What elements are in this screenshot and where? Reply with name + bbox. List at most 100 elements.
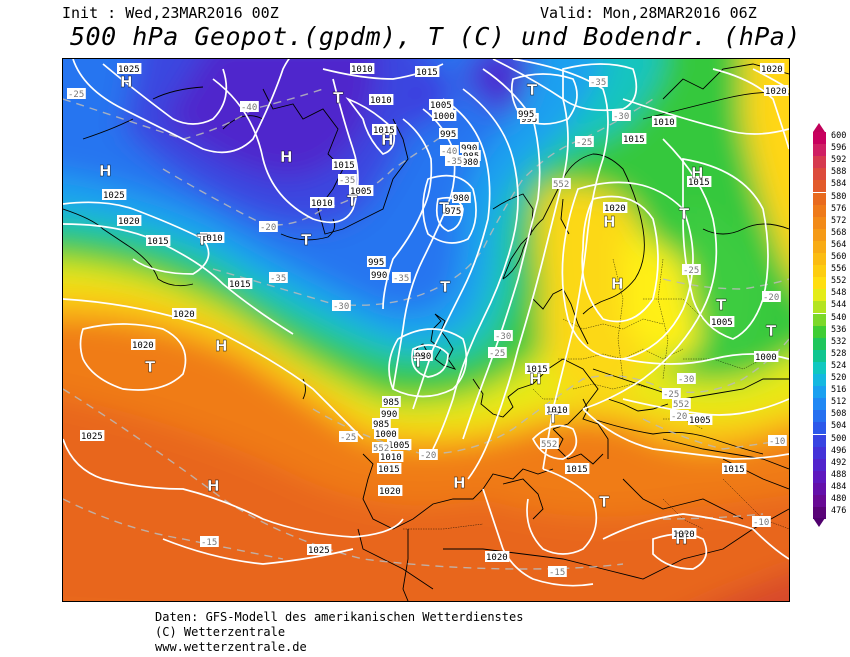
svg-text:1020: 1020 [132,341,154,351]
legend-level: 536 [805,325,850,338]
legend-swatch [813,349,826,362]
isobar-label: 1020 [764,85,789,97]
isobar-label: 1000 [374,428,399,440]
svg-text:1015: 1015 [526,365,548,375]
isobar-label: 1010 [379,451,404,463]
svg-text:-15: -15 [549,568,565,578]
svg-text:-30: -30 [495,332,511,342]
isobar-label: 985 [372,418,391,430]
legend-level: 580 [805,191,850,205]
legend-label: 588 [831,167,847,178]
isobar-label: 990 [460,142,479,154]
svg-text:-25: -25 [489,349,505,359]
isobar-label: 995 [439,128,458,140]
svg-text:1025: 1025 [103,191,125,201]
svg-text:-25: -25 [340,433,356,443]
legend-level: 596 [805,143,850,157]
legend-label: 476 [831,506,847,517]
isobar-label: 1010 [200,232,225,244]
svg-text:995: 995 [368,258,384,268]
legend-label: 572 [831,215,847,226]
svg-text:980: 980 [462,158,478,168]
legend-level: 504 [805,421,850,435]
isotherm-label: -30 [332,300,351,312]
isotherm-label: 552 [672,398,691,410]
isotherm-label: -35 [589,76,608,88]
high-pressure-center: H [603,213,616,231]
high-pressure-center: H [381,131,394,149]
svg-text:990: 990 [371,271,387,281]
svg-text:1020: 1020 [765,87,787,97]
svg-text:1025: 1025 [81,432,103,442]
isotherm-label: -20 [762,291,781,303]
svg-text:-35: -35 [270,274,286,284]
high-pressure-center: H [453,474,466,492]
isotherm-label: -25 [339,431,358,443]
low-pressure-center: T [679,205,690,223]
svg-text:-20: -20 [260,223,276,233]
svg-text:985: 985 [383,398,399,408]
svg-text:1015: 1015 [373,126,395,136]
legend-swatch [813,482,826,495]
legend-swatch [813,289,826,302]
legend-label: 484 [831,481,847,492]
isotherm-label: -10 [768,435,787,447]
isobar-label: 1015 [565,463,590,475]
footer-website[interactable]: www.wetterzentrale.de [155,640,307,654]
low-pressure-center: T [301,231,312,249]
isobar-label: 980 [414,350,433,362]
isobar-label: 1015 [687,176,712,188]
isobar-label: 1010 [369,94,394,106]
isotherm-label: -20 [419,449,438,461]
legend-label: 560 [831,252,847,262]
legend-swatch [813,156,826,169]
svg-text:-10: -10 [753,518,769,528]
valid-time: Valid: Mon,28MAR2016 06Z [540,4,757,22]
legend-level: 508 [805,409,850,423]
low-pressure-center: T [527,81,538,99]
legend-label: 552 [831,276,847,287]
isotherm-label: -35 [392,272,411,284]
svg-text:1020: 1020 [486,553,508,563]
legend-level: 572 [805,215,850,229]
isobar-label: 990 [370,269,389,281]
legend-level: 592 [805,155,850,169]
svg-text:980: 980 [453,194,469,204]
isobar-label: 1005 [688,414,713,426]
isotherm-label: -15 [548,566,567,578]
legend-level: 512 [805,397,850,411]
isotherm-label: -35 [445,155,464,167]
legend-label: 488 [831,469,847,480]
isotherm-label: -35 [269,272,288,284]
svg-text:1005: 1005 [350,187,372,197]
low-pressure-center: T [197,231,208,249]
svg-text:975: 975 [445,207,461,217]
isobar-label: 1020 [603,202,628,214]
legend-swatch [813,374,826,387]
high-pressure-center: H [280,148,293,166]
svg-text:1010: 1010 [201,234,223,244]
svg-text:1000: 1000 [433,112,455,122]
isobar-label: 1020 [172,308,197,320]
svg-text:-35: -35 [590,78,606,88]
svg-text:1020: 1020 [673,530,695,540]
svg-text:1000: 1000 [375,430,397,440]
legend-swatch [813,277,826,290]
legend-level: 528 [805,349,850,362]
legend-level: 548 [805,288,850,302]
legend-label: 580 [831,191,847,202]
svg-text:-20: -20 [671,412,687,422]
svg-text:995: 995 [518,110,534,120]
legend-label: 508 [831,409,847,420]
isobar-label: 1010 [652,116,677,128]
isobar-label: 1025 [307,544,332,556]
legend-swatch [813,192,826,205]
svg-text:-25: -25 [68,90,84,100]
svg-text:995: 995 [440,130,456,140]
svg-text:1010: 1010 [653,118,675,128]
legend-level: 488 [805,469,850,483]
svg-text:552: 552 [541,440,557,450]
svg-text:-15: -15 [201,538,217,548]
legend-swatch [813,507,826,520]
isotherm-label: 552 [540,438,559,450]
